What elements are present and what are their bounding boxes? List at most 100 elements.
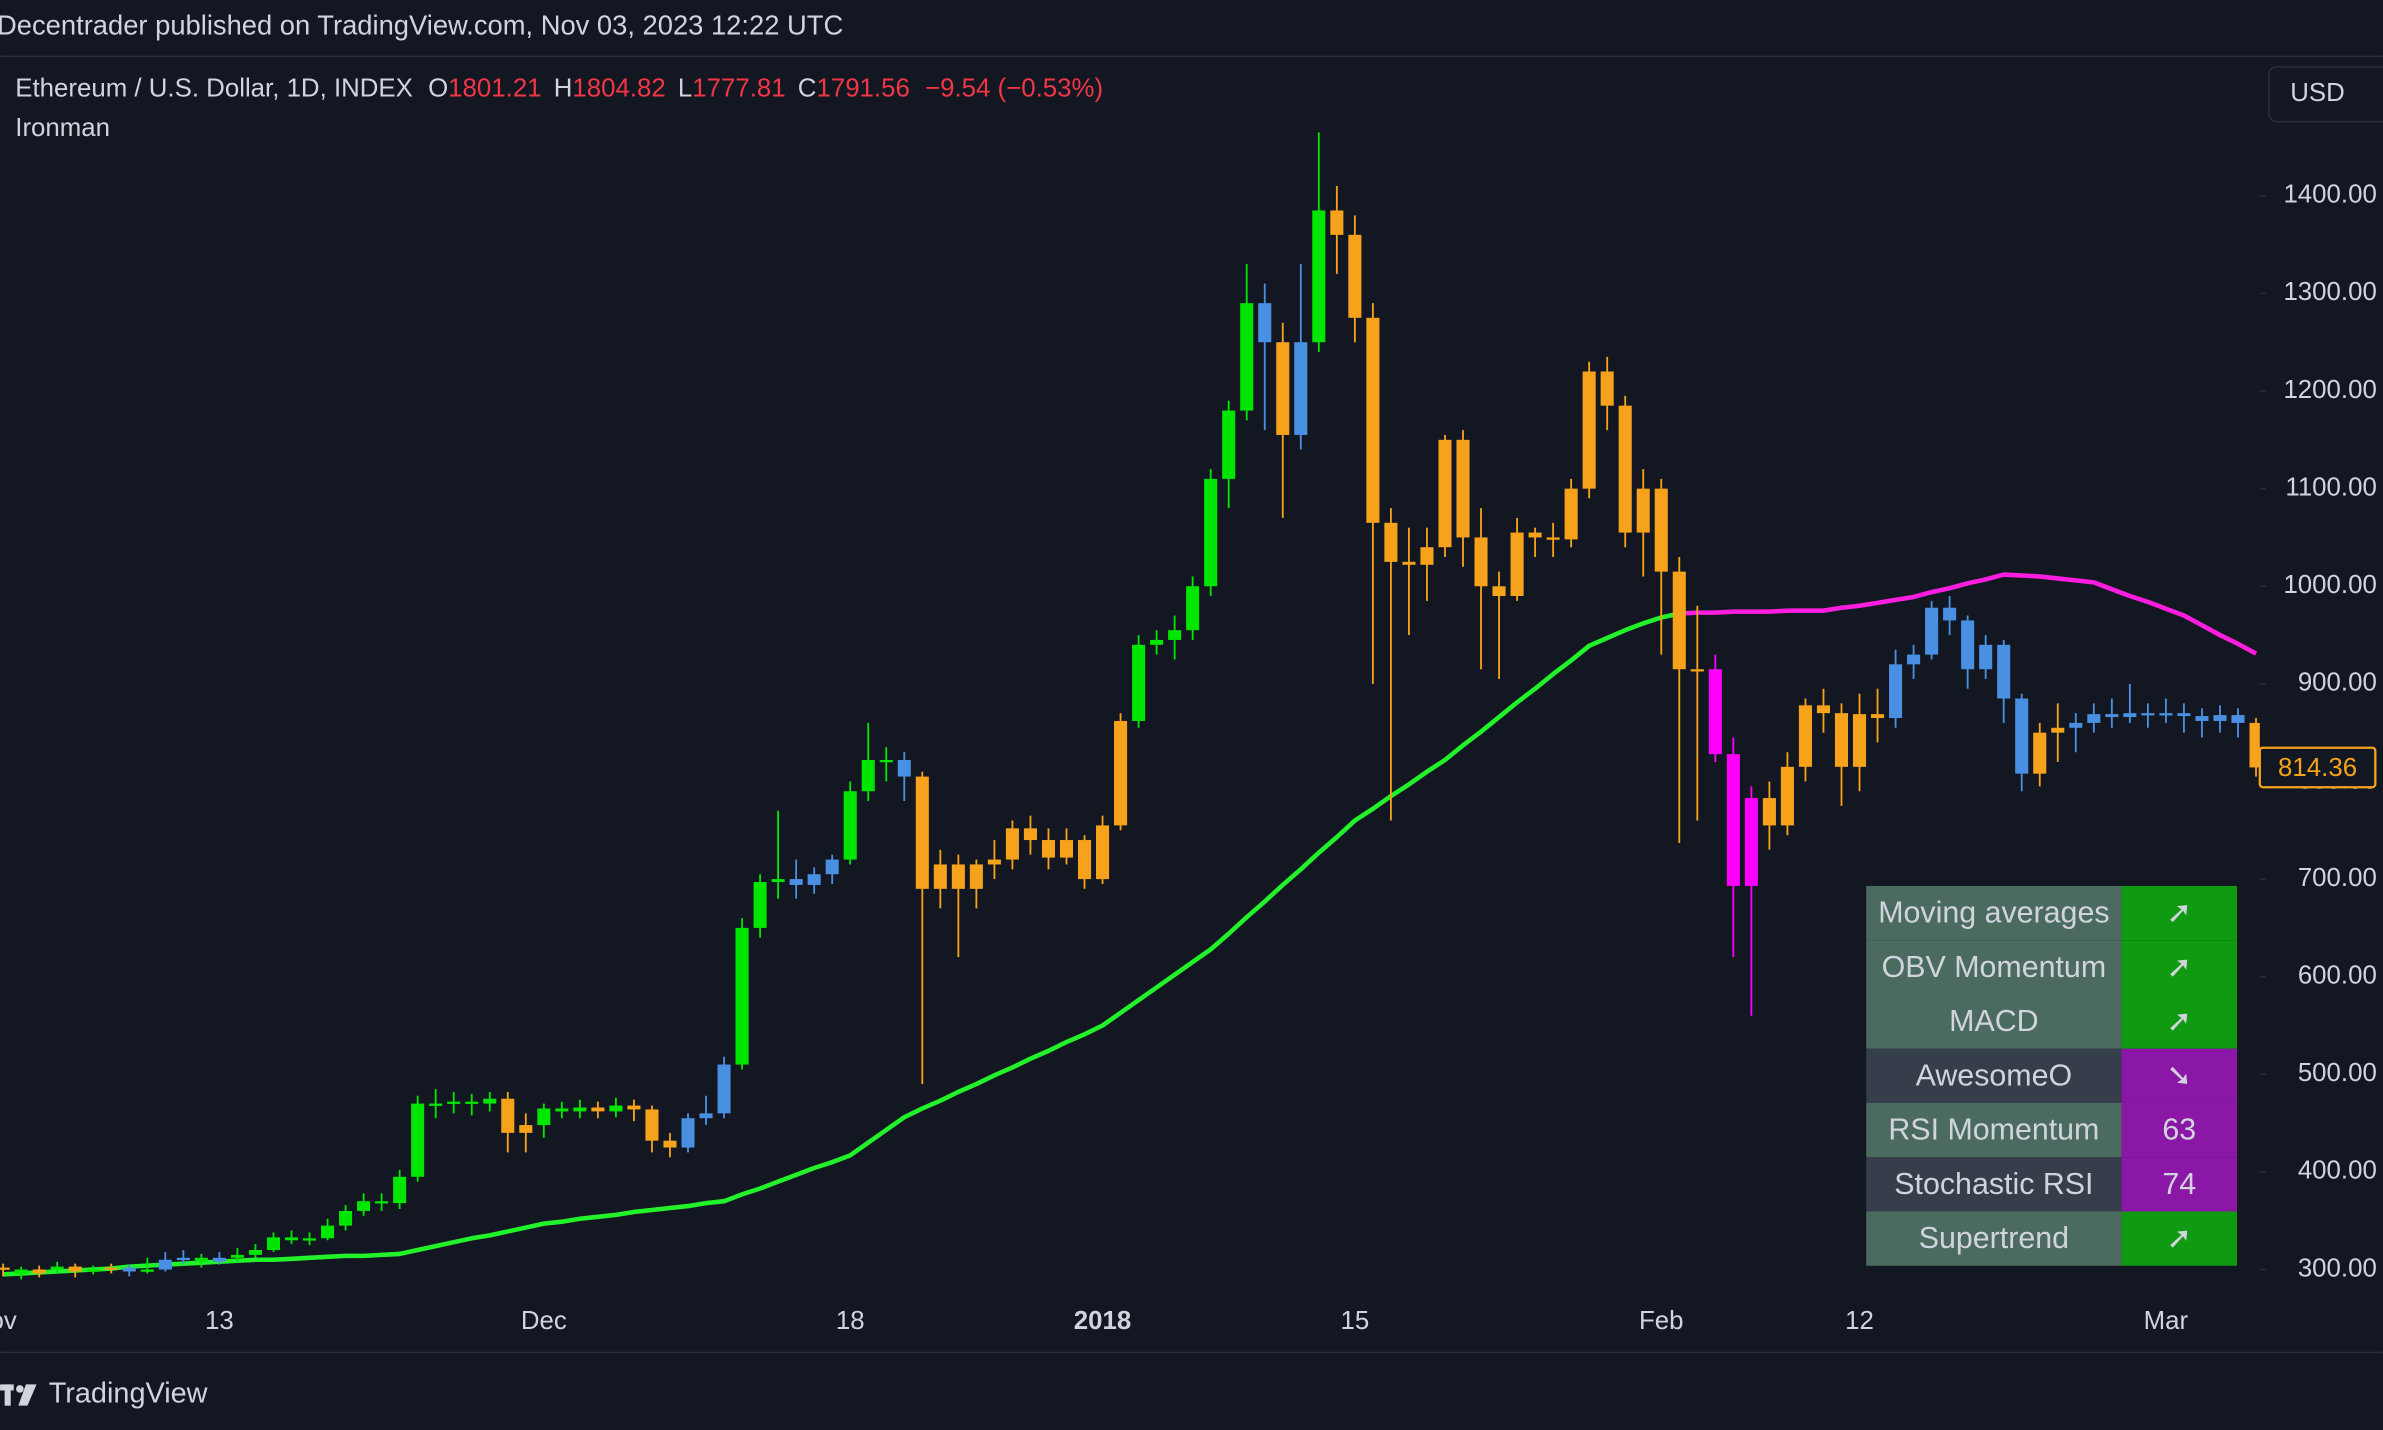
- candle-body: [1294, 342, 1308, 435]
- candle-body: [1402, 561, 1416, 565]
- indicator-name: Ironman: [15, 114, 110, 142]
- x-tick-label: 18: [836, 1307, 865, 1335]
- logo-stem: [4, 1384, 11, 1406]
- candle-body: [735, 927, 749, 1065]
- x-tick-label: Mar: [2144, 1307, 2189, 1335]
- candle-body: [843, 791, 857, 860]
- table-value: ➚: [2167, 950, 2192, 984]
- candle-body: [1348, 234, 1362, 318]
- table-value-cell: [2121, 1102, 2238, 1158]
- footer-bar: [0, 1354, 2383, 1430]
- candle-body: [1852, 714, 1867, 767]
- table-label-cell: [1866, 940, 2122, 995]
- y-tick-label: 500.00: [2298, 1059, 2377, 1087]
- currency-button[interactable]: [2268, 66, 2383, 123]
- candle-body: [2069, 722, 2083, 728]
- candle-body: [1618, 405, 1632, 533]
- symbol: Ethereum / U.S. Dollar, 1D, INDEX: [15, 74, 413, 102]
- candle-body: [1366, 317, 1380, 523]
- candle-body: [1312, 210, 1326, 343]
- y-tick-label: 1400.00: [2283, 181, 2376, 209]
- x-tick-label: 13: [205, 1307, 234, 1335]
- candle-body: [1276, 342, 1290, 435]
- candle-body: [1474, 537, 1488, 587]
- table-label: RSI Momentum: [1888, 1113, 2099, 1147]
- candle-body: [933, 864, 947, 889]
- candle-body: [789, 879, 803, 885]
- table-label-cell: [1866, 1102, 2122, 1158]
- candle-body: [1059, 840, 1074, 858]
- quote-change: −9.54 (−0.53%): [925, 74, 1103, 102]
- candle-body: [1186, 586, 1200, 631]
- candle-body: [699, 1113, 713, 1119]
- candle-body: [32, 1269, 46, 1274]
- candle-body: [393, 1176, 407, 1204]
- logo-dot: [16, 1385, 24, 1393]
- quote-key: H: [554, 74, 573, 102]
- candle-body: [1708, 669, 1722, 755]
- y-tick-label: 700.00: [2298, 864, 2377, 892]
- candle-body: [1096, 825, 1110, 880]
- plot-area: [0, 132, 2260, 1280]
- candle-body: [1528, 532, 1542, 538]
- table-value-cell: [2121, 1211, 2238, 1266]
- table-value: 74: [2162, 1167, 2196, 1201]
- candle-body: [1834, 713, 1849, 767]
- y-tick-label: 300.00: [2298, 1254, 2377, 1282]
- candle-body: [104, 1267, 118, 1270]
- candle-body: [1150, 639, 1164, 645]
- candle-body: [2141, 713, 2155, 716]
- quote-value: 1777.81: [692, 74, 785, 102]
- candle-body: [140, 1269, 154, 1272]
- quote-key: C: [798, 74, 817, 102]
- candle-body: [2231, 715, 2245, 723]
- candle-body: [194, 1257, 208, 1262]
- candle-body: [2249, 722, 2260, 768]
- candle-body: [1654, 488, 1668, 572]
- candle-body: [1168, 630, 1182, 640]
- currency-label[interactable]: USD: [2290, 79, 2345, 107]
- table-value-cell: [2121, 994, 2238, 1049]
- candle-body: [807, 874, 821, 885]
- candle-body: [212, 1257, 226, 1262]
- candle-body: [663, 1140, 677, 1148]
- candle-body: [1204, 478, 1218, 587]
- candle-body: [501, 1098, 515, 1133]
- candle-body: [2159, 713, 2173, 716]
- price-axis: 300.00400.00500.00600.00700.00800.00900.…: [2258, 181, 2377, 1282]
- brand-logo: [0, 1384, 37, 1406]
- x-tick-label: Feb: [1639, 1307, 1684, 1335]
- candle-body: [681, 1118, 695, 1148]
- candle-body: [1961, 620, 1975, 670]
- candle-body: [1943, 607, 1957, 621]
- table-label: Stochastic RSI: [1894, 1167, 2093, 1201]
- candle-body: [1258, 303, 1272, 343]
- x-tick-label: 15: [1340, 1307, 1369, 1335]
- candle-body: [1798, 705, 1812, 767]
- candle-body: [1925, 607, 1939, 655]
- candle-body: [2123, 713, 2137, 718]
- table-label: Moving averages: [1878, 896, 2109, 930]
- candle-body: [591, 1107, 605, 1112]
- candle-body: [627, 1105, 641, 1110]
- candle-body: [1889, 664, 1903, 719]
- candle-body: [357, 1201, 371, 1211]
- candle-body: [1492, 586, 1506, 597]
- candle-body: [1907, 654, 1921, 665]
- candle-body: [1132, 644, 1146, 721]
- candle-body: [1636, 488, 1650, 533]
- quote-value: 1801.21: [448, 74, 541, 102]
- candle-body: [483, 1098, 497, 1104]
- quote-value: 1804.82: [572, 74, 665, 102]
- last-price-box: [2258, 746, 2377, 789]
- candle-body: [1546, 537, 1560, 540]
- table-label-cell: [1866, 1157, 2122, 1212]
- candle-body: [2015, 698, 2029, 774]
- candle-body: [717, 1064, 731, 1114]
- candle-body: [447, 1101, 461, 1104]
- candle-body: [2195, 716, 2209, 721]
- y-tick-label: 400.00: [2298, 1157, 2377, 1185]
- table-value: ➚: [2167, 1004, 2192, 1038]
